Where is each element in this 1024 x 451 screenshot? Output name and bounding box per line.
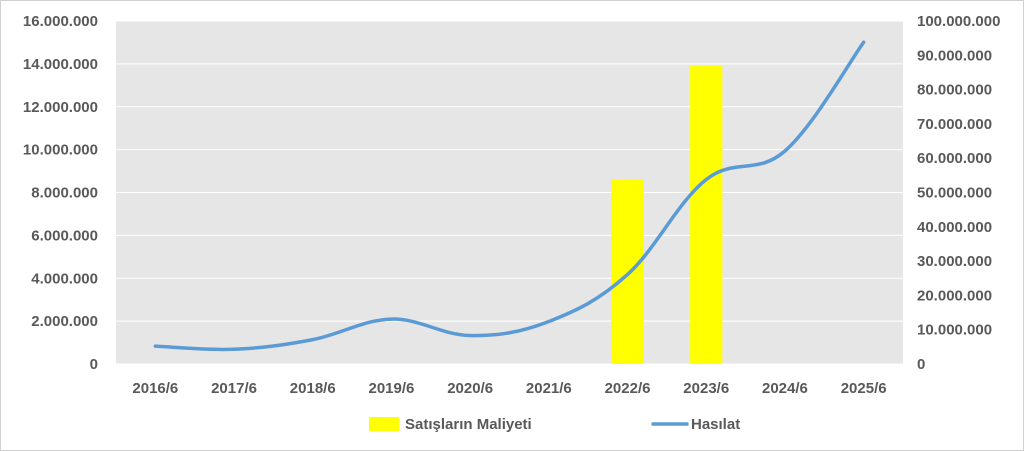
right-axis-tick-label: 20.000.000 — [917, 287, 992, 304]
x-axis-tick-label: 2017/6 — [211, 380, 257, 397]
right-axis-tick-label: 70.000.000 — [917, 116, 992, 133]
x-axis-tick-label: 2024/6 — [762, 380, 808, 397]
left-axis-tick-label: 2.000.000 — [31, 313, 98, 330]
left-axis-tick-label: 4.000.000 — [31, 270, 98, 287]
x-axis-tick-label: 2016/6 — [132, 380, 178, 397]
bar-series — [611, 66, 723, 365]
x-axis-ticks: 2016/6 2017/6 2018/6 2019/6 2020/6 2021/6 2022… — [132, 380, 886, 397]
right-axis-tick-label: 50.000.000 — [917, 185, 992, 202]
left-axis-tick-label: 12.000.000 — [23, 99, 98, 116]
bar — [690, 66, 723, 365]
legend: Satışların Maliyeti Hasılat — [369, 416, 740, 433]
gridlines — [116, 20, 903, 365]
left-axis-tick-label: 6.000.000 — [31, 227, 98, 244]
left-axis-tick-label: 10.000.000 — [23, 142, 98, 159]
x-axis-tick-label: 2023/6 — [683, 380, 729, 397]
bar — [611, 179, 644, 364]
left-axis-tick-label: 16.000.000 — [23, 13, 98, 30]
left-axis-tick-label: 8.000.000 — [31, 185, 98, 202]
x-axis-tick-label: 2022/6 — [605, 380, 651, 397]
right-axis-tick-label: 80.000.000 — [917, 82, 992, 99]
right-axis-tick-label: 40.000.000 — [917, 219, 992, 236]
x-axis-tick-label: 2021/6 — [526, 380, 572, 397]
left-axis-tick-label: 14.000.000 — [23, 56, 98, 73]
x-axis-tick-label: 2025/6 — [841, 380, 887, 397]
right-axis-ticks: 0 10.000.000 20.000.000 30.000.000 40.000.00… — [917, 13, 1000, 373]
right-axis-tick-label: 30.000.000 — [917, 253, 992, 270]
right-axis-tick-label: 0 — [917, 356, 925, 373]
legend-label-bar: Satışların Maliyeti — [405, 416, 532, 433]
x-axis-tick-label: 2020/6 — [447, 380, 493, 397]
line-series — [153, 40, 866, 352]
right-axis-tick-label: 100.000.000 — [917, 13, 1000, 30]
x-axis-tick-label: 2019/6 — [369, 380, 415, 397]
legend-label-line: Hasılat — [691, 416, 740, 433]
left-axis-tick-label: 0 — [90, 356, 98, 373]
hasilat-line — [153, 40, 866, 352]
right-axis-tick-label: 10.000.000 — [917, 322, 992, 339]
right-axis-tick-label: 90.000.000 — [917, 47, 992, 64]
right-axis-tick-label: 60.000.000 — [917, 150, 992, 167]
legend-swatch-bar — [369, 417, 399, 431]
left-axis-ticks: 0 2.000.000 4.000.000 6.000.000 8.000.000 10.… — [23, 13, 98, 373]
x-axis-tick-label: 2018/6 — [290, 380, 336, 397]
